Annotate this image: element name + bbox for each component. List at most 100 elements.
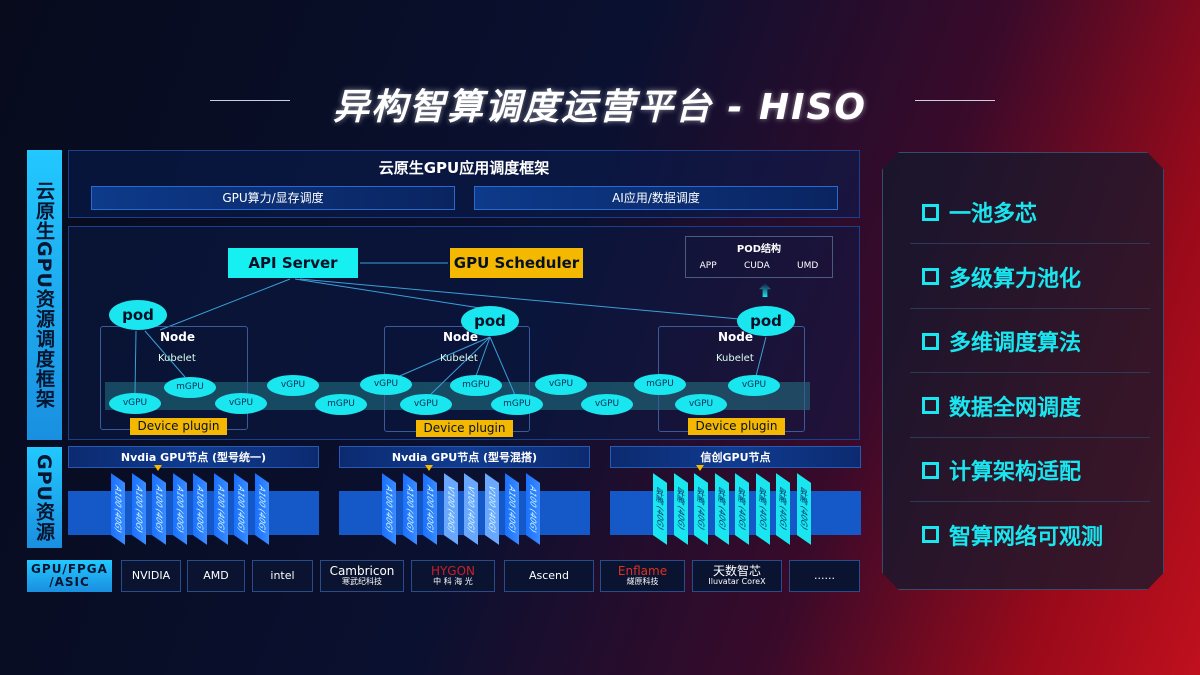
gpu-card: A100 (40G) (193, 473, 207, 545)
node-label: Node (443, 330, 479, 344)
gpu-card: A100 (40G) (111, 473, 125, 545)
device-plugin: Device plugin (130, 418, 227, 435)
gpu-card: A100 (40G) (423, 473, 437, 545)
gpu-compute-box: GPU算力/显存调度 (91, 186, 455, 210)
feature-item: 一池多芯 (922, 196, 1037, 228)
gpu-card: A100 (40G) (172, 473, 187, 545)
vgpu-instance: vGPU (400, 394, 452, 415)
checkbox-icon (922, 203, 939, 221)
link (394, 336, 491, 379)
arrow-down-icon (425, 465, 433, 471)
gpu-card: A100 (40G) (152, 473, 166, 545)
gpu-card: V100 (40G) (464, 473, 478, 545)
vendor-logo-6: Enflame 燧原科技 (600, 560, 685, 592)
title-deco-right (915, 100, 995, 101)
link (134, 330, 137, 394)
gpu-card: 昇腾 (40G) (653, 473, 667, 545)
vgpu-instance: vGPU (109, 393, 161, 414)
link-node3 (299, 278, 751, 321)
vgpu-instance: vGPU (535, 374, 587, 395)
divider (910, 307, 1150, 309)
checkbox-icon (922, 268, 939, 285)
gpu-node-header: 信创GPU节点 (610, 446, 861, 468)
framework-panel: 云原生GPU应用调度框架 GPU算力/显存调度 AI应用/数据调度 (68, 150, 860, 218)
gpu-card: 昇腾 (40G) (714, 473, 729, 545)
vendor-logo-4: HYGON 中 科 海 光 (411, 560, 495, 592)
gpu-card: A100 (40G) (402, 473, 417, 545)
node-label: Node (160, 330, 196, 344)
vendor-logo-0: NVIDIA (121, 560, 181, 592)
vendor-logo-3: Cambricon 寒武纪科技 (320, 560, 404, 592)
gpu-resources-label: GPU资源 (27, 447, 62, 548)
link (144, 330, 186, 378)
divider (910, 372, 1150, 373)
link (475, 336, 491, 377)
vendor-logo-2: intel (252, 560, 313, 592)
gpu-card: V100 (40G) (443, 473, 458, 545)
gpu-card: A100 (40G) (525, 473, 540, 545)
feature-item: 数据全网调度 (922, 390, 1081, 422)
gpu-scheduler-box: GPU Scheduler (450, 248, 583, 278)
vendor-logo-1: AMD (187, 560, 245, 592)
mgpu-instance: mGPU (315, 394, 367, 415)
page-title: 异构智算调度运营平台 - HISO (332, 87, 868, 128)
title-deco-left (210, 100, 290, 101)
device-plugin: Device plugin (416, 420, 513, 437)
gpu-card: A100 (40G) (505, 473, 519, 545)
gpu-card: 昇腾 (40G) (776, 473, 790, 545)
vendor-logo-5: Ascend (504, 560, 594, 592)
pod-structure-title: POD结构 (736, 244, 782, 255)
gpu-node-header: Nvdia GPU节点 (型号混搭) (339, 446, 590, 468)
mgpu-instance: mGPU (491, 394, 543, 415)
link-node2 (294, 278, 481, 309)
vgpu-instance: vGPU (675, 394, 727, 415)
framework-title: 云原生GPU应用调度框架 (378, 159, 550, 177)
gpu-node-header: Nvdia GPU节点 (型号统一) (68, 446, 319, 468)
gpu-card: A100 (40G) (131, 473, 146, 545)
vgpu-instance: vGPU (360, 374, 412, 395)
gpu-card: A100 (40G) (382, 473, 396, 545)
pod-app: APP (699, 261, 717, 271)
divider (910, 501, 1150, 502)
ai-data-box: AI应用/数据调度 (474, 186, 838, 210)
gpu-card: A100 (40G) (254, 473, 269, 545)
device-plugin: Device plugin (688, 418, 785, 435)
pod-structure-box: POD结构 APP CUDA UMD (685, 236, 833, 278)
link (755, 336, 767, 377)
features-panel (882, 152, 1164, 590)
feature-item: 智算网络可观测 (922, 519, 1103, 551)
gpu-card: A100 (40G) (213, 473, 228, 545)
pod: pod (461, 306, 519, 336)
arrow-down-icon (154, 465, 162, 471)
checkbox-icon (922, 397, 939, 414)
gpu-card: 昇腾 (40G) (673, 473, 688, 545)
vendor-logo-8: ...... (789, 560, 860, 592)
link (429, 336, 491, 396)
feature-item: 多级算力池化 (922, 261, 1081, 293)
mgpu-instance: mGPU (164, 377, 216, 398)
api-server-box: API Server (228, 248, 358, 278)
mgpu-instance: mGPU (450, 375, 502, 396)
vgpu-instance: vGPU (267, 375, 319, 396)
vgpu-instance: vGPU (581, 394, 633, 415)
gpu-card: 昇腾 (40G) (755, 473, 770, 545)
scheduling-framework-label: 云原生GPU资源调度框架 (27, 150, 62, 440)
mgpu-instance: mGPU (634, 374, 686, 395)
kubelet-label: Kubelet (440, 353, 478, 364)
checkbox-icon (922, 526, 939, 543)
vendor-label: GPU/FPGA /ASIC (27, 560, 112, 592)
gpu-card: 昇腾 (40G) (735, 473, 749, 545)
divider (910, 243, 1150, 244)
pod-umd: UMD (797, 261, 819, 271)
kubelet-label: Kubelet (716, 353, 754, 364)
feature-item: 计算架构适配 (922, 454, 1081, 486)
node-label: Node (718, 330, 754, 344)
checkbox-icon (922, 332, 939, 350)
arrow-down-icon (696, 465, 704, 471)
link-node1 (159, 278, 291, 331)
vgpu-instance: vGPU (728, 375, 780, 396)
pod-cuda: CUDA (743, 261, 770, 271)
gpu-card: V100 (40G) (484, 473, 499, 545)
checkbox-icon (922, 461, 939, 479)
